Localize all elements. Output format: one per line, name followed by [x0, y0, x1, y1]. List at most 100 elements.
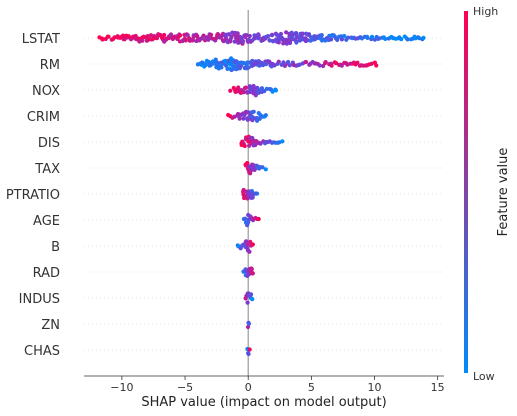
shap-point [253, 191, 259, 196]
shap-point [323, 59, 328, 65]
feature-label-rm: RM [40, 58, 60, 73]
shap-point [421, 35, 426, 41]
shap-point [248, 192, 253, 197]
shap-point [208, 32, 214, 37]
shap-point [242, 195, 247, 201]
shap-point [245, 324, 251, 330]
x-tick-label: 10 [368, 381, 382, 394]
shap-point [148, 33, 154, 38]
shap-point [246, 321, 252, 326]
shap-point [284, 38, 290, 43]
shap-point [235, 31, 240, 36]
shap-point [329, 63, 334, 68]
shap-point [345, 35, 351, 40]
shap-point [245, 300, 250, 305]
shap-point [242, 143, 247, 149]
shap-point [228, 88, 233, 93]
shap-point [249, 292, 254, 297]
shap-point [294, 40, 299, 45]
shap-point [243, 34, 248, 40]
shap-point [244, 161, 249, 166]
shap-point [219, 65, 224, 70]
shap-point [241, 89, 246, 94]
shap-point [168, 32, 174, 37]
colorbar [464, 11, 468, 373]
shap-point [300, 31, 305, 36]
shap-point [228, 39, 233, 44]
shap-point [269, 33, 275, 38]
shap-point [383, 36, 388, 42]
shap-point [284, 30, 289, 35]
shap-point [273, 88, 279, 93]
shap-point [253, 93, 258, 98]
shap-point [240, 38, 245, 43]
shap-point [256, 33, 261, 38]
shap-point [260, 165, 265, 170]
shap-point [151, 36, 156, 41]
shap-point [281, 41, 286, 46]
feature-label-age: AGE [33, 214, 60, 229]
shap-point [100, 37, 105, 42]
shap-point [250, 195, 255, 200]
feature-label-crim: CRIM [27, 110, 60, 125]
shap-point [335, 37, 340, 42]
shap-point [241, 116, 246, 121]
shap-point [185, 33, 190, 38]
feature-label-zn: ZN [41, 318, 60, 333]
shap-point [250, 271, 255, 276]
shap-point [355, 60, 360, 65]
feature-label-lstat: LSTAT [22, 32, 60, 47]
shap-point [244, 62, 249, 67]
shap-point [246, 220, 251, 225]
x-axis-label: SHAP value (impact on model output) [141, 395, 386, 410]
shap-point [247, 347, 252, 352]
shap-point [245, 242, 250, 247]
shap-point [240, 61, 245, 66]
shap-point [250, 59, 255, 64]
shap-point [159, 35, 165, 40]
shap-point [319, 33, 324, 38]
x-axis: −10 −5 0 5 10 15 [84, 375, 445, 394]
colorbar-high-label: High [473, 5, 498, 18]
feature-label-nox: NOX [32, 84, 60, 99]
feature-label-dis: DIS [38, 136, 60, 151]
shap-point [369, 61, 374, 66]
shap-point [287, 63, 292, 68]
shap-point [247, 143, 252, 148]
shap-point [267, 38, 272, 43]
shap-point [405, 37, 410, 42]
shap-point [249, 266, 254, 271]
shap-point [250, 297, 255, 302]
shap-point [369, 34, 375, 39]
row-grid-lines [84, 37, 444, 351]
shap-point [331, 33, 336, 38]
shap-point [267, 59, 272, 64]
shap-point [201, 33, 206, 38]
data-points [97, 30, 426, 357]
shap-point [339, 63, 344, 68]
shap-point [270, 38, 275, 44]
x-tick-label: 5 [308, 381, 315, 394]
shap-point [303, 59, 309, 65]
shap-point [237, 116, 242, 121]
shap-point [339, 37, 345, 42]
shap-point [243, 85, 248, 90]
shap-point [278, 33, 283, 39]
shap-point [251, 116, 256, 121]
shap-point [305, 38, 310, 43]
colorbar-title: Feature value [496, 148, 511, 237]
shap-point [257, 116, 262, 121]
shap-point [317, 63, 322, 68]
shap-point [226, 32, 231, 37]
shap-point [248, 214, 253, 219]
shap-point [251, 109, 256, 114]
shap-point [240, 243, 245, 248]
feature-label-chas: CHAS [24, 344, 60, 359]
colorbar-low-label: Low [473, 370, 495, 383]
shap-point [329, 37, 334, 42]
shap-point [256, 90, 261, 95]
shap-point [236, 85, 241, 90]
shap-point [141, 34, 146, 39]
feature-label-ptratio: PTRATIO [6, 188, 60, 203]
